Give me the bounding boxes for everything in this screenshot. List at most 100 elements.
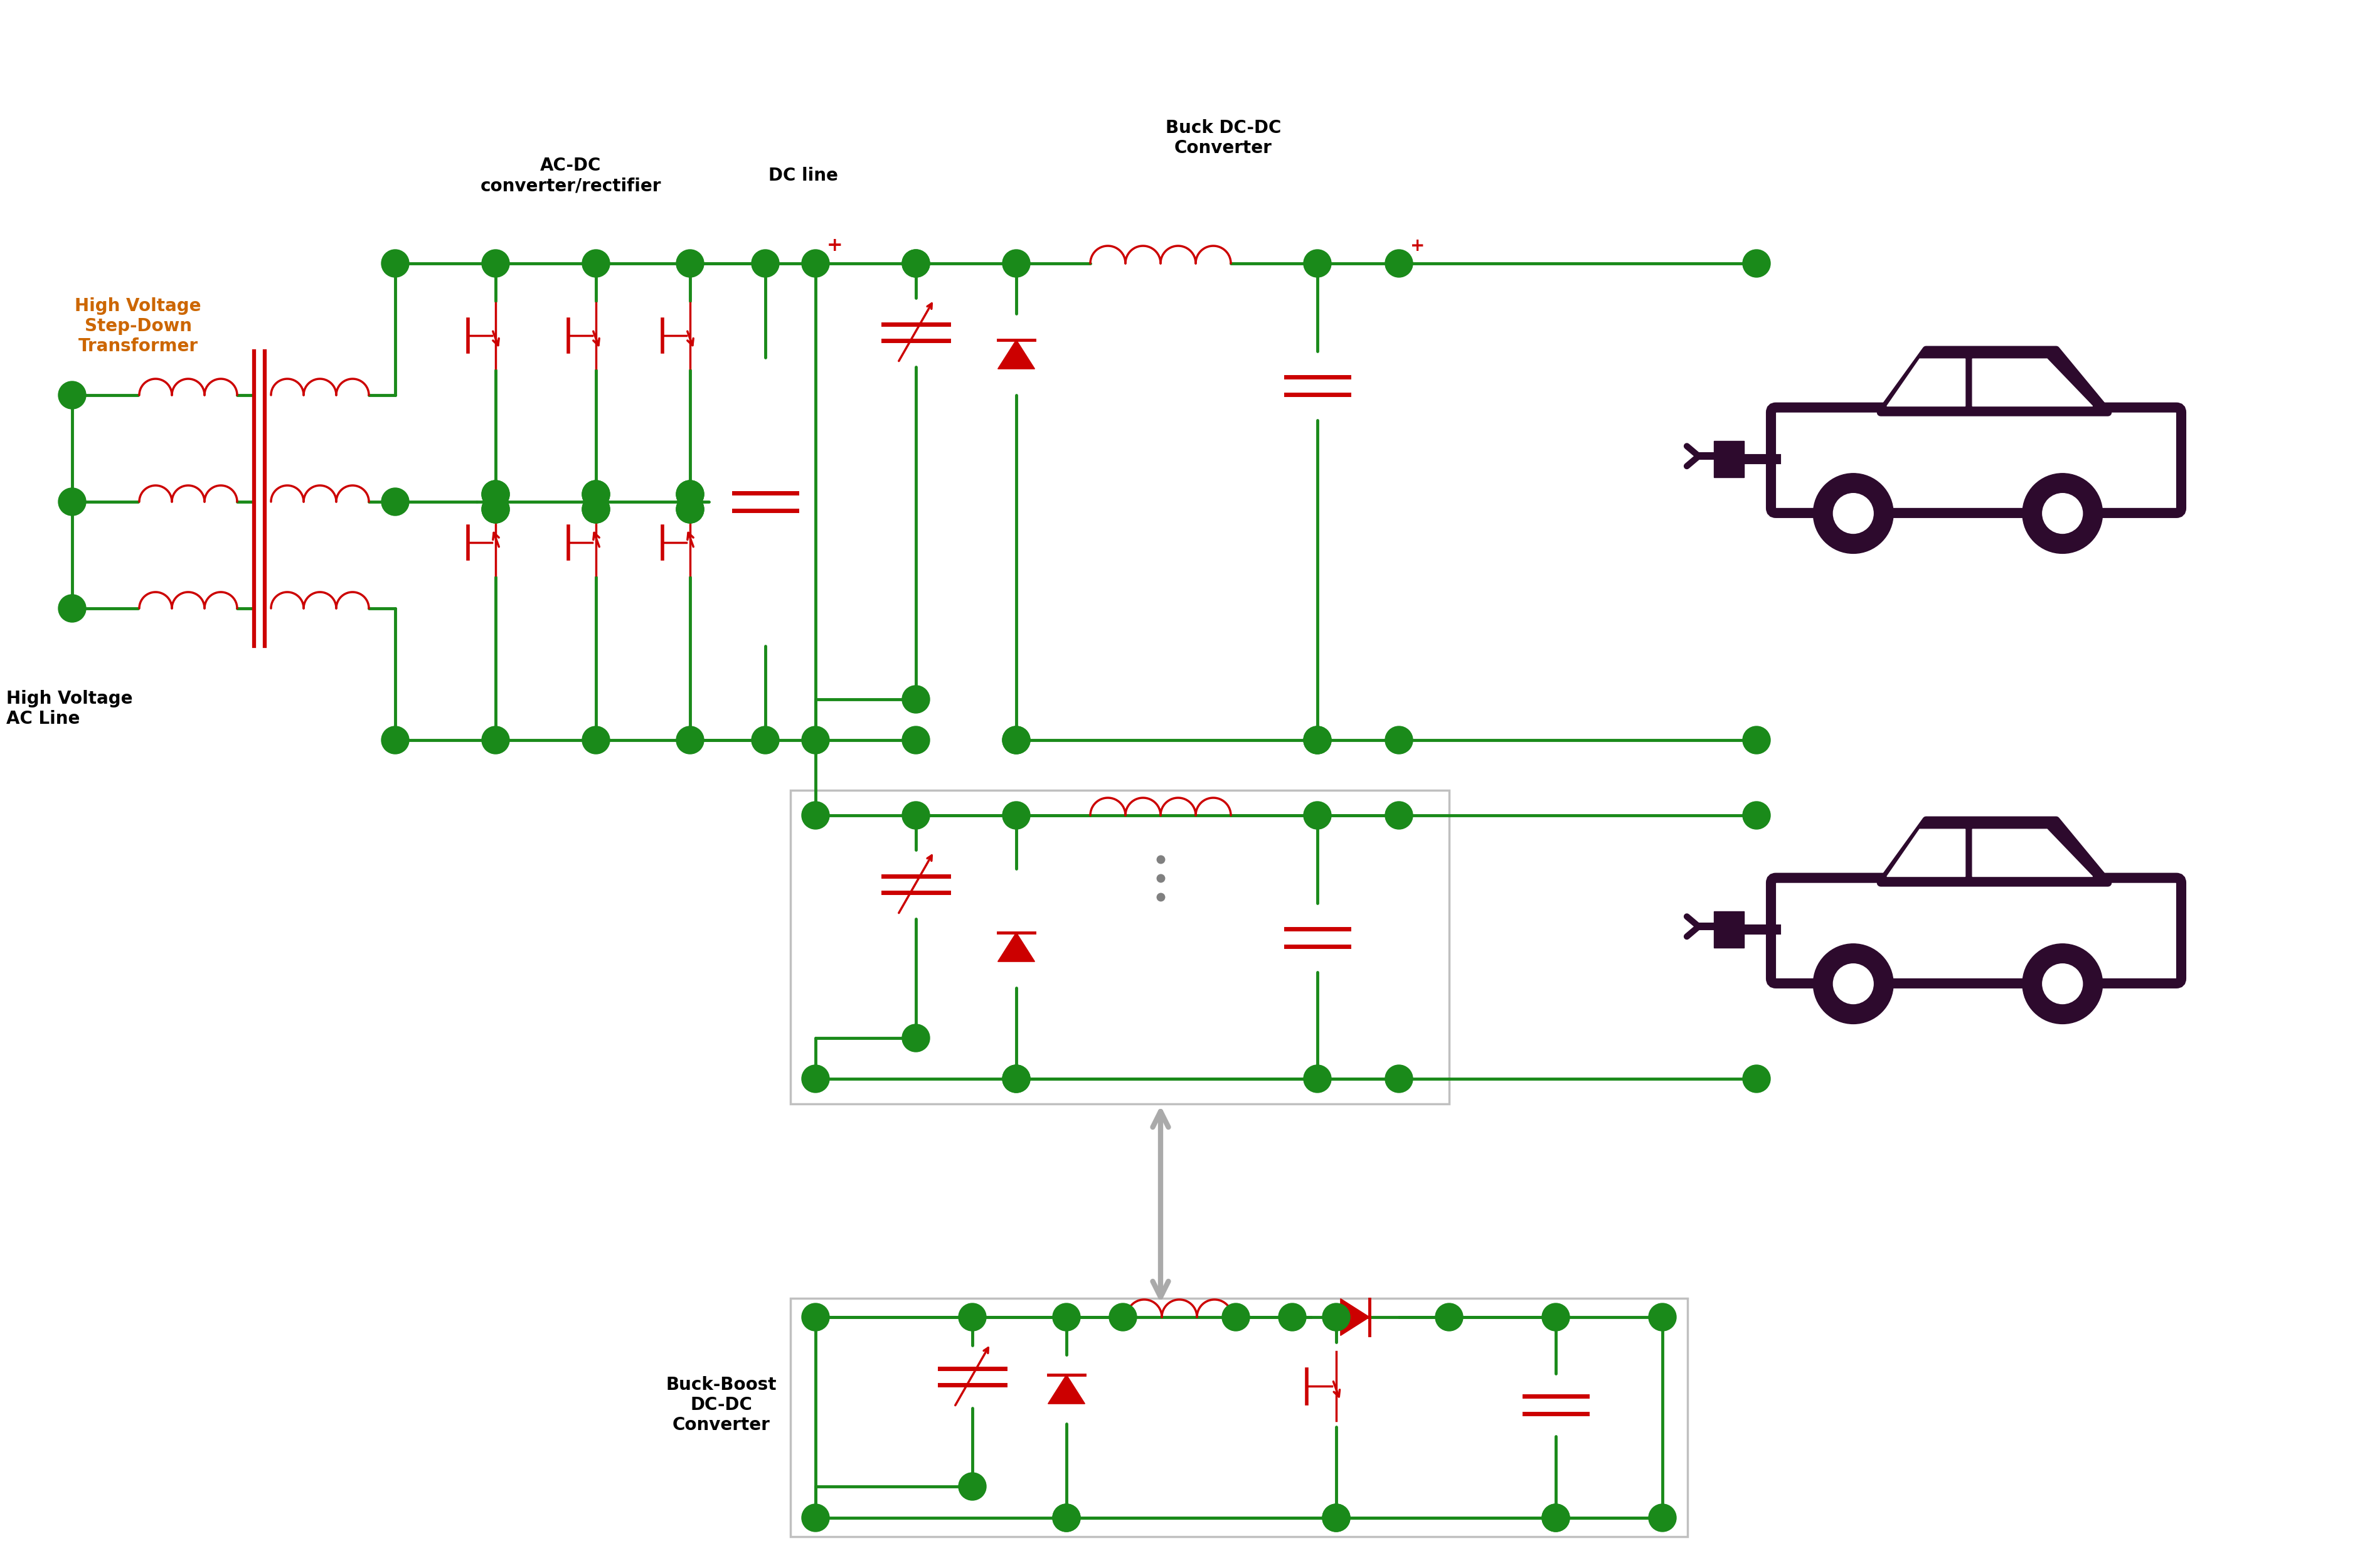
Circle shape bbox=[1385, 1065, 1413, 1093]
Circle shape bbox=[483, 726, 509, 754]
Circle shape bbox=[676, 726, 704, 754]
Circle shape bbox=[1321, 1504, 1349, 1532]
Polygon shape bbox=[999, 340, 1034, 368]
Polygon shape bbox=[1886, 829, 1964, 877]
Circle shape bbox=[1321, 1504, 1349, 1532]
Circle shape bbox=[1813, 474, 1893, 554]
Circle shape bbox=[1302, 801, 1331, 829]
Circle shape bbox=[676, 249, 704, 278]
Circle shape bbox=[483, 249, 509, 278]
Circle shape bbox=[382, 249, 410, 278]
Circle shape bbox=[1222, 1303, 1248, 1331]
Text: High Voltage
AC Line: High Voltage AC Line bbox=[7, 690, 132, 728]
Circle shape bbox=[1302, 1065, 1331, 1093]
Bar bbox=[791, 1298, 1686, 1537]
Circle shape bbox=[902, 726, 930, 754]
Circle shape bbox=[483, 480, 509, 508]
Circle shape bbox=[1003, 1065, 1029, 1093]
Circle shape bbox=[801, 1504, 829, 1532]
Circle shape bbox=[1743, 249, 1771, 278]
Bar bbox=[791, 790, 1448, 1104]
Circle shape bbox=[676, 495, 704, 524]
Circle shape bbox=[1053, 1303, 1081, 1331]
Text: +: + bbox=[827, 237, 843, 254]
Circle shape bbox=[751, 726, 780, 754]
Circle shape bbox=[1053, 1504, 1081, 1532]
Polygon shape bbox=[1886, 359, 1964, 406]
Circle shape bbox=[582, 726, 610, 754]
Circle shape bbox=[582, 495, 610, 524]
Circle shape bbox=[1003, 249, 1029, 278]
Circle shape bbox=[59, 381, 85, 409]
Polygon shape bbox=[1048, 1375, 1086, 1403]
Circle shape bbox=[902, 801, 930, 829]
Circle shape bbox=[483, 495, 509, 524]
Circle shape bbox=[1543, 1504, 1568, 1532]
Circle shape bbox=[1302, 726, 1331, 754]
Circle shape bbox=[1109, 1303, 1137, 1331]
Circle shape bbox=[1321, 1303, 1349, 1331]
Text: +: + bbox=[1411, 237, 1425, 254]
Circle shape bbox=[1003, 726, 1029, 754]
Circle shape bbox=[676, 495, 704, 524]
Polygon shape bbox=[1971, 829, 2091, 877]
Circle shape bbox=[801, 726, 829, 754]
FancyBboxPatch shape bbox=[1771, 408, 2181, 513]
Polygon shape bbox=[999, 933, 1034, 961]
Circle shape bbox=[2023, 944, 2103, 1024]
Circle shape bbox=[1813, 944, 1893, 1024]
Circle shape bbox=[582, 480, 610, 508]
Circle shape bbox=[2042, 494, 2082, 533]
Circle shape bbox=[1543, 1303, 1568, 1331]
Circle shape bbox=[902, 685, 930, 713]
Circle shape bbox=[382, 726, 410, 754]
Circle shape bbox=[801, 801, 829, 829]
Circle shape bbox=[958, 1303, 987, 1331]
Circle shape bbox=[1003, 801, 1029, 829]
Polygon shape bbox=[1971, 359, 2091, 406]
Circle shape bbox=[1385, 801, 1413, 829]
Circle shape bbox=[1302, 726, 1331, 754]
Circle shape bbox=[1434, 1303, 1462, 1331]
Circle shape bbox=[582, 480, 610, 508]
Text: Buck-Boost
DC-DC
Converter: Buck-Boost DC-DC Converter bbox=[666, 1375, 777, 1435]
Circle shape bbox=[902, 1024, 930, 1052]
Circle shape bbox=[1743, 1065, 1771, 1093]
Circle shape bbox=[1279, 1303, 1305, 1331]
Circle shape bbox=[1385, 726, 1413, 754]
Circle shape bbox=[582, 495, 610, 524]
FancyBboxPatch shape bbox=[1771, 878, 2181, 983]
Bar bbox=[1714, 441, 1743, 477]
Circle shape bbox=[801, 1303, 829, 1331]
Text: Buck DC-DC
Converter: Buck DC-DC Converter bbox=[1166, 119, 1281, 157]
Polygon shape bbox=[1879, 350, 2108, 412]
Circle shape bbox=[751, 249, 780, 278]
Circle shape bbox=[1648, 1303, 1677, 1331]
Polygon shape bbox=[1879, 820, 2108, 883]
Circle shape bbox=[2023, 474, 2103, 554]
Text: DC line: DC line bbox=[768, 166, 838, 185]
Circle shape bbox=[801, 249, 829, 278]
Text: AC-DC
converter/rectifier: AC-DC converter/rectifier bbox=[480, 157, 662, 194]
Circle shape bbox=[582, 249, 610, 278]
Circle shape bbox=[1543, 1504, 1568, 1532]
Circle shape bbox=[1385, 249, 1413, 278]
Circle shape bbox=[483, 480, 509, 508]
Circle shape bbox=[1302, 249, 1331, 278]
Circle shape bbox=[1743, 726, 1771, 754]
Circle shape bbox=[59, 488, 85, 516]
Circle shape bbox=[1832, 494, 1872, 533]
Circle shape bbox=[1743, 801, 1771, 829]
Circle shape bbox=[483, 495, 509, 524]
Text: High Voltage
Step-Down
Transformer: High Voltage Step-Down Transformer bbox=[75, 296, 200, 356]
Polygon shape bbox=[1340, 1298, 1368, 1336]
Circle shape bbox=[59, 594, 85, 622]
Circle shape bbox=[1003, 726, 1029, 754]
Circle shape bbox=[958, 1472, 987, 1501]
Circle shape bbox=[801, 1065, 829, 1093]
Circle shape bbox=[382, 488, 410, 516]
Circle shape bbox=[1832, 964, 1872, 1004]
Circle shape bbox=[902, 249, 930, 278]
Circle shape bbox=[1648, 1504, 1677, 1532]
Circle shape bbox=[1003, 1065, 1029, 1093]
